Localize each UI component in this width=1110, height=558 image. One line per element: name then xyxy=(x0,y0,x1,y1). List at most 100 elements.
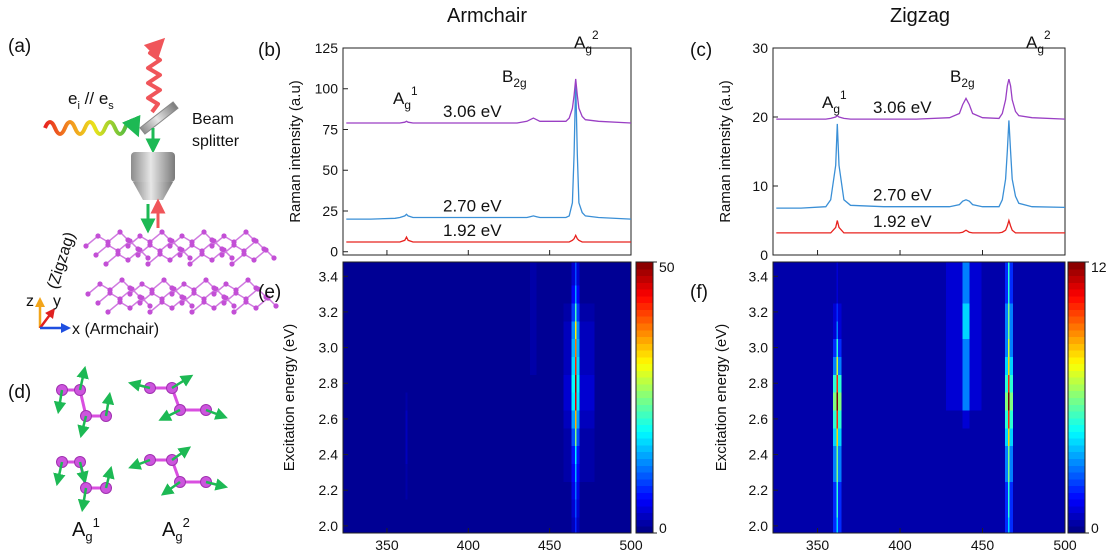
bond xyxy=(150,458,206,484)
heat-cell xyxy=(1008,516,1011,534)
text: A xyxy=(162,519,176,541)
x-tick-label: 500 xyxy=(1053,537,1077,553)
heat-cell xyxy=(618,409,632,429)
heat-cell xyxy=(833,463,838,482)
heat-cell xyxy=(393,303,403,322)
y-tick-label: 2.2 xyxy=(319,482,339,498)
heat-cell xyxy=(836,499,839,518)
heat-cell xyxy=(410,262,425,286)
heat-cell xyxy=(773,427,798,447)
atom xyxy=(147,242,153,248)
colorbar-step xyxy=(636,485,653,493)
heat-cell xyxy=(405,481,408,500)
atom xyxy=(169,291,175,297)
heat-cell xyxy=(824,445,834,464)
heat-cell xyxy=(1052,463,1066,482)
heat-cell xyxy=(773,463,798,482)
heat-cell xyxy=(571,374,576,393)
colorbar-step xyxy=(1068,329,1085,338)
atom xyxy=(125,243,131,249)
heat-cell xyxy=(773,303,798,322)
heat-cell xyxy=(996,516,1006,534)
heat-cell xyxy=(773,499,798,518)
heat-cell xyxy=(594,499,620,518)
heat-cell xyxy=(366,285,394,304)
heat-cell xyxy=(836,356,839,375)
heat-cell xyxy=(900,338,947,357)
heat-cell xyxy=(946,481,964,500)
heat-cell xyxy=(1008,445,1011,464)
x-tick-label: 450 xyxy=(971,537,995,553)
heat-cell xyxy=(424,320,469,340)
heat-cell xyxy=(1052,374,1066,393)
heat-cell xyxy=(1027,409,1054,429)
colorbar-step xyxy=(1068,316,1085,324)
colorbar-step xyxy=(1068,417,1085,426)
atom xyxy=(221,233,227,239)
heat-cell xyxy=(576,427,581,447)
heat-cell xyxy=(962,338,970,357)
heat-cell xyxy=(513,303,531,322)
heat-cell xyxy=(996,499,1006,518)
heat-cell xyxy=(855,463,901,482)
heat-cell xyxy=(536,374,550,393)
heat-cell xyxy=(410,392,425,411)
subscript: g xyxy=(85,529,92,544)
heat-cell xyxy=(996,445,1006,464)
superscript: 2 xyxy=(1044,28,1051,42)
heat-cell xyxy=(962,516,970,534)
heat-cell xyxy=(838,409,842,429)
y-tick-label: 2.6 xyxy=(319,411,339,427)
displacement xyxy=(53,389,67,415)
colorbar-step xyxy=(1068,472,1085,480)
heat-cell xyxy=(402,338,407,357)
atom xyxy=(209,257,215,263)
y-tick-label: 50 xyxy=(322,162,338,178)
heat-cell xyxy=(824,427,834,447)
heat-cell xyxy=(402,374,407,393)
atom xyxy=(223,281,229,287)
heat-cell xyxy=(1009,409,1014,429)
heat-cell xyxy=(1027,445,1054,464)
heat-cell xyxy=(796,516,825,534)
heat-cell xyxy=(576,481,581,500)
heat-cell xyxy=(773,392,798,411)
heat-cell xyxy=(833,499,838,518)
heat-cell xyxy=(962,303,970,322)
heat-cell xyxy=(407,499,412,518)
heat-cell xyxy=(536,409,550,429)
colorbar-step xyxy=(1068,350,1085,358)
colorbar-step xyxy=(1068,438,1085,446)
heat-cell xyxy=(969,356,983,375)
heat-cell xyxy=(833,427,838,447)
atom xyxy=(273,303,279,309)
atom xyxy=(265,295,271,301)
heat-cell xyxy=(571,285,576,304)
heat-cell xyxy=(407,463,412,482)
heat-cell xyxy=(576,356,581,375)
atom xyxy=(107,290,113,296)
heat-cell xyxy=(571,320,576,340)
heat-cell xyxy=(962,285,970,304)
heat-cell xyxy=(548,409,564,429)
heat-cell xyxy=(946,463,964,482)
heat-cell xyxy=(402,409,407,429)
x-tick-label: 400 xyxy=(888,537,912,553)
heat-cell xyxy=(855,356,901,375)
colorbar-step xyxy=(636,336,653,344)
heat-cell xyxy=(563,262,573,286)
heat-cell xyxy=(1004,320,1009,340)
subscript: s xyxy=(108,100,114,112)
heat-cell xyxy=(343,463,368,482)
heat-cell xyxy=(1008,338,1011,357)
heat-cell xyxy=(536,445,550,464)
heat-cell xyxy=(468,303,515,322)
heat-cell xyxy=(407,320,412,340)
heat-cell xyxy=(996,303,1006,322)
heat-cell xyxy=(996,427,1006,447)
heat-cell xyxy=(900,445,947,464)
y-tick-label: 3.4 xyxy=(749,268,769,284)
heat-cell xyxy=(579,320,595,340)
heat-cell xyxy=(536,463,550,482)
atom xyxy=(85,291,91,297)
